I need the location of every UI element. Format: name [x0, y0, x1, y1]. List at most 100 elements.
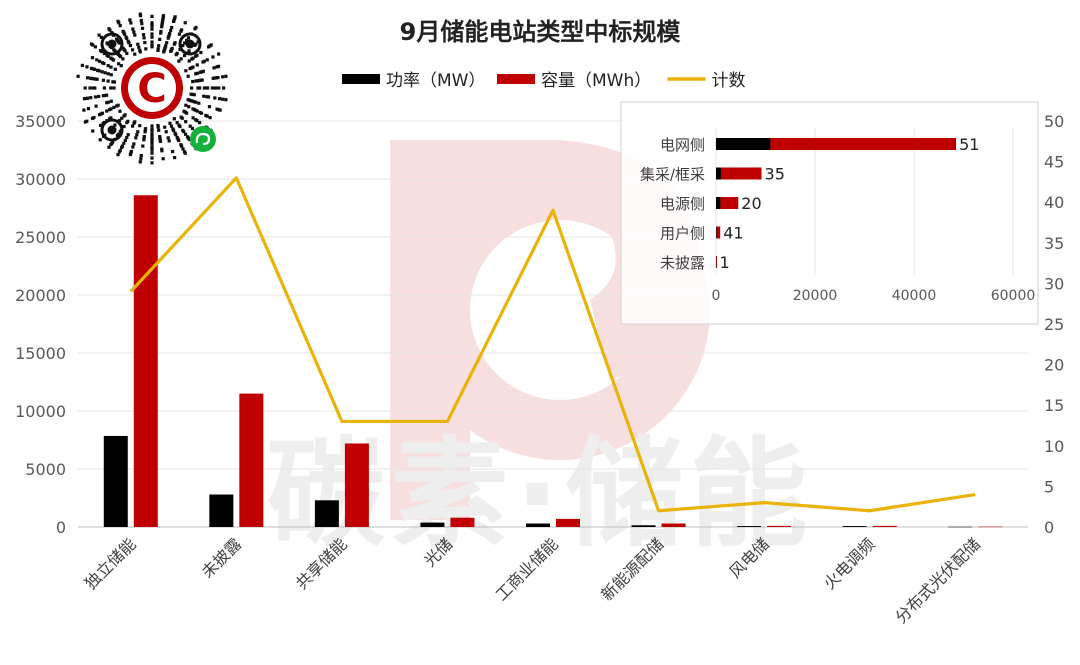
qr-dot	[165, 130, 168, 133]
qr-dot	[129, 153, 132, 156]
qr-dot	[193, 93, 196, 96]
qr-dot	[90, 42, 93, 45]
right-tick-label: 0	[1044, 518, 1054, 537]
qr-dot	[107, 27, 110, 30]
category-label: 分布式光伏配储	[891, 534, 984, 627]
qr-dot	[127, 40, 130, 43]
qr-dot	[206, 58, 209, 61]
qr-dot	[144, 47, 147, 50]
qr-dot	[140, 154, 143, 157]
qr-dot	[212, 66, 215, 69]
inset-bar	[721, 168, 762, 180]
qr-dot	[118, 150, 121, 153]
qr-dot	[140, 19, 143, 22]
inset-bar	[716, 256, 717, 268]
bar	[767, 526, 791, 527]
qr-dot	[150, 156, 153, 159]
qr-dot	[178, 33, 181, 36]
qr-dot	[178, 125, 181, 128]
legend-label: 计数	[712, 71, 746, 91]
legend-label: 功率（MW）	[386, 71, 485, 91]
qr-dot	[91, 129, 94, 132]
qr-center-letter: C	[137, 66, 166, 112]
qr-dot	[110, 73, 113, 76]
left-tick-label: 30000	[15, 170, 66, 189]
qr-dot	[135, 133, 138, 136]
qr-dot	[101, 61, 104, 64]
inset-bar	[720, 197, 738, 209]
qr-dot	[131, 125, 134, 128]
qr-dot	[198, 121, 201, 124]
qr-dot	[172, 129, 175, 132]
qr-dot	[97, 95, 100, 98]
qr-dot	[221, 75, 224, 78]
qr-dot	[185, 112, 188, 115]
qr-dot	[98, 60, 101, 63]
qr-dot	[194, 26, 197, 29]
qr-dot	[170, 125, 173, 128]
qr-dot	[112, 86, 115, 89]
qr-dot	[91, 56, 94, 59]
qr-dot	[195, 54, 198, 57]
qr-dot	[139, 160, 142, 163]
qr-dot	[120, 146, 123, 149]
qr-dot	[217, 86, 220, 89]
left-tick-label: 35000	[15, 112, 66, 131]
legend-swatch	[497, 74, 535, 84]
qr-dot	[99, 49, 102, 52]
qr-dot	[124, 139, 127, 142]
left-tick-label: 10000	[15, 402, 66, 421]
qr-dot	[124, 35, 127, 38]
qr-dot	[110, 100, 113, 103]
qr-dot	[150, 40, 153, 43]
qr-dot	[157, 126, 160, 129]
qr-dot	[203, 60, 206, 63]
qr-dot	[132, 122, 135, 125]
qr-dot	[133, 34, 136, 37]
qr-dot	[87, 107, 90, 110]
qr-dot	[88, 86, 91, 89]
qr-dot	[181, 147, 184, 150]
bar	[239, 394, 263, 527]
inset-tick-label: 0	[712, 288, 721, 304]
qr-dot	[107, 64, 110, 67]
qr-dot	[157, 129, 160, 132]
qr-dot	[109, 66, 112, 69]
qr-dot	[85, 65, 88, 68]
qr-dot	[158, 38, 161, 41]
qr-dot	[150, 152, 153, 155]
qr-dot	[142, 33, 145, 36]
category-label: 火电调频	[820, 534, 879, 593]
qr-dot	[139, 157, 142, 160]
left-tick-label: 20000	[15, 286, 66, 305]
qr-dot	[201, 78, 204, 81]
qr-dot	[96, 69, 99, 72]
right-tick-label: 35	[1044, 234, 1064, 253]
qr-dot	[174, 15, 177, 18]
bar	[556, 519, 580, 527]
bar	[345, 443, 369, 527]
inset-category-label: 集采/框采	[640, 166, 705, 184]
qr-dot	[92, 86, 95, 89]
qr-dot	[206, 86, 209, 89]
qr-dot	[162, 157, 165, 160]
inset-category-label: 用户侧	[660, 225, 705, 243]
qr-dot	[173, 41, 176, 44]
bar	[632, 525, 656, 527]
qr-dot	[150, 129, 153, 132]
qr-dot	[157, 47, 160, 50]
qr-dot	[103, 86, 106, 89]
qr-dot	[184, 69, 187, 72]
bar	[209, 495, 233, 527]
inset-bar	[716, 168, 721, 180]
qr-dot	[159, 30, 162, 33]
qr-dot	[176, 52, 179, 55]
qr-dot	[159, 140, 162, 143]
qr-dot	[194, 101, 197, 104]
right-tick-label: 50	[1044, 112, 1064, 131]
inset-bar	[717, 227, 720, 239]
qr-finder-dot	[108, 40, 117, 49]
qr-dot	[138, 49, 141, 52]
